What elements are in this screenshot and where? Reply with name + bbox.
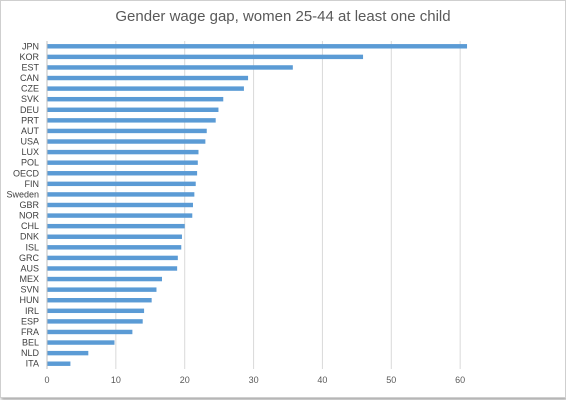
bar-ita: [47, 361, 71, 366]
bar-nld: [47, 350, 89, 356]
bar-prt: [47, 118, 216, 123]
bar-sweden: [47, 192, 195, 197]
x-tick-label: 30: [249, 375, 259, 385]
x-tick-label: 50: [386, 375, 396, 385]
bar-hun: [47, 298, 152, 303]
y-tick-label: GBR: [19, 200, 39, 210]
bar-svn: [47, 287, 157, 292]
bar-fra: [47, 329, 133, 335]
y-tick-label: CHL: [21, 221, 39, 231]
y-tick-label: AUT: [21, 126, 40, 136]
bar-deu: [47, 107, 219, 112]
bar-usa: [47, 139, 206, 144]
y-tick-label: LUX: [21, 147, 39, 157]
bar-aut: [47, 128, 207, 134]
bar-chl: [47, 223, 185, 229]
bar-gbr: [47, 202, 193, 208]
bar-est: [47, 65, 293, 70]
y-tick-label: ISL: [25, 242, 39, 252]
y-tick-label: DNK: [20, 232, 39, 242]
x-tick-label: 20: [180, 375, 190, 385]
bar-bel: [47, 340, 115, 345]
y-tick-label: DEU: [20, 105, 39, 115]
x-tick-label: 40: [317, 375, 327, 385]
y-tick-label: CZE: [21, 84, 39, 94]
bar-esp: [47, 319, 143, 324]
y-tick-label: PRT: [21, 115, 39, 125]
x-tick-label: 0: [44, 375, 49, 385]
y-tick-label: NOR: [19, 211, 40, 221]
y-tick-label: SVN: [20, 285, 39, 295]
bar-irl: [47, 308, 145, 314]
x-tick-label: 60: [455, 375, 465, 385]
y-tick-label: AUS: [20, 263, 39, 273]
y-tick-label: MEX: [19, 274, 39, 284]
bar-lux: [47, 149, 199, 155]
bar-oecd: [47, 171, 198, 176]
bar-isl: [47, 245, 182, 250]
y-tick-label: IRL: [25, 306, 39, 316]
bar-cze: [47, 86, 244, 91]
bar-grc: [47, 255, 178, 261]
y-tick-label: USA: [20, 137, 39, 147]
bar-pol: [47, 160, 198, 165]
y-tick-label: OECD: [13, 168, 40, 178]
bar-dnk: [47, 234, 182, 239]
y-tick-label: FIN: [25, 179, 40, 189]
y-tick-label: POL: [21, 158, 39, 168]
y-tick-label: ESP: [21, 316, 39, 326]
y-tick-label: JPN: [22, 41, 39, 51]
chart-title: Gender wage gap, women 25-44 at least on…: [115, 8, 451, 25]
y-tick-label: KOR: [19, 52, 39, 62]
bar-aus: [47, 266, 178, 271]
bar-mex: [47, 276, 162, 282]
bar-kor: [47, 54, 364, 60]
bar-fin: [47, 181, 196, 187]
y-tick-label: HUN: [20, 295, 40, 305]
y-tick-label: EST: [21, 62, 39, 72]
bar-jpn: [47, 44, 468, 49]
y-tick-label: FRA: [21, 327, 39, 337]
y-tick-label: BEL: [22, 338, 39, 348]
x-tick-label: 10: [111, 375, 121, 385]
y-tick-label: ITA: [26, 359, 39, 369]
bar-svk: [47, 96, 224, 102]
y-tick-label: SVK: [21, 94, 39, 104]
bar-nor: [47, 213, 193, 218]
y-tick-label: NLD: [21, 348, 40, 358]
bar-can: [47, 75, 249, 81]
y-tick-label: CAN: [20, 73, 39, 83]
y-tick-label: Sweden: [6, 189, 39, 199]
y-tick-label: GRC: [19, 253, 40, 263]
